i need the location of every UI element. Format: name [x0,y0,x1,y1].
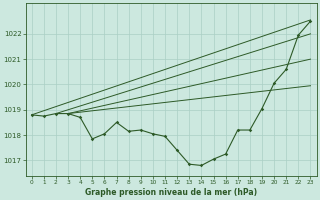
X-axis label: Graphe pression niveau de la mer (hPa): Graphe pression niveau de la mer (hPa) [85,188,257,197]
